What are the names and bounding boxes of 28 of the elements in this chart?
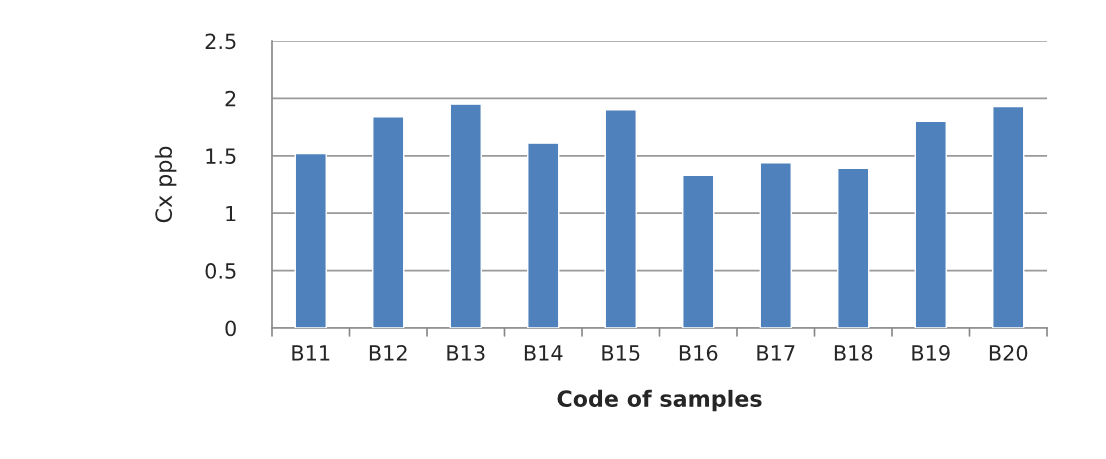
x-tick-label: B20 (989, 345, 1028, 361)
y-tick-label: 0 (225, 320, 236, 337)
bar (682, 174, 715, 328)
y-tick-label: 0.5 (205, 263, 236, 279)
bar (449, 103, 482, 328)
x-tick-label: B19 (912, 345, 950, 361)
y-axis-title: Cx ppb (154, 146, 177, 223)
bar (837, 167, 870, 328)
x-tick-label: B15 (602, 345, 640, 361)
x-tick-label: B16 (679, 345, 718, 361)
x-tick-label: B12 (369, 345, 407, 361)
x-tick-label: B13 (447, 345, 485, 361)
bar (372, 116, 405, 328)
bar (604, 109, 637, 328)
x-tick-label: B14 (524, 345, 563, 361)
bar (992, 105, 1025, 328)
x-axis-title: Code of samples (557, 389, 762, 412)
y-tick-label: 2.5 (205, 33, 236, 50)
y-tick-label: 2 (225, 90, 236, 107)
bar (527, 142, 560, 328)
x-tick-label: B18 (834, 345, 873, 361)
bar (759, 161, 792, 328)
y-tick-label: 1 (226, 205, 236, 222)
x-tick-label: B17 (757, 345, 795, 361)
y-tick-label: 1.5 (206, 148, 236, 165)
x-tick-label: B11 (292, 345, 330, 361)
bar (294, 152, 327, 328)
bar (914, 120, 947, 328)
